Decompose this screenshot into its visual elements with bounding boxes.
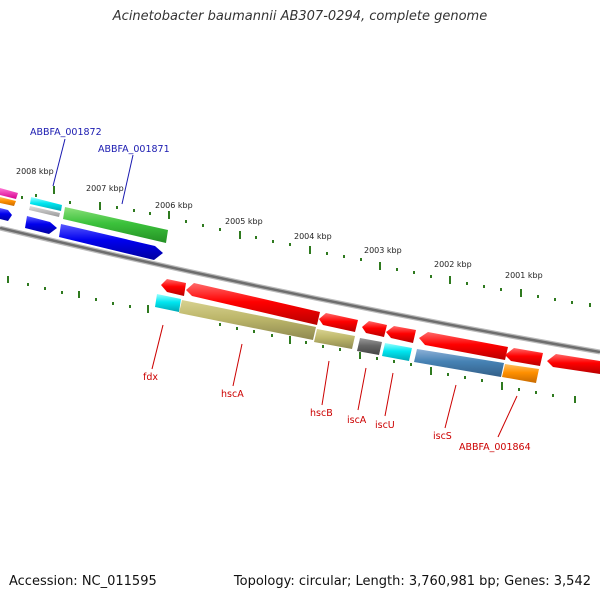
kbp-label: 2006 kbp bbox=[155, 201, 193, 210]
forward-gene-labels: ABBFA_001872 ABBFA_001871 bbox=[30, 127, 170, 205]
gene-feature[interactable] bbox=[547, 354, 600, 374]
gene-feature[interactable] bbox=[382, 343, 412, 361]
forward-features bbox=[0, 188, 168, 260]
reverse-features bbox=[155, 279, 600, 383]
gene-label[interactable]: hscA bbox=[221, 389, 244, 400]
leader-line bbox=[232, 343, 243, 387]
gene-feature[interactable] bbox=[186, 283, 320, 325]
genome-summary-text: Topology: circular; Length: 3,760,981 bp… bbox=[233, 574, 591, 589]
gene-feature[interactable] bbox=[505, 348, 543, 366]
leader-line bbox=[497, 395, 518, 438]
gene-feature[interactable] bbox=[419, 332, 508, 360]
gene-feature[interactable] bbox=[319, 313, 358, 332]
leader-line bbox=[384, 372, 394, 417]
gene-feature[interactable] bbox=[30, 197, 62, 211]
gene-feature[interactable] bbox=[59, 224, 163, 260]
leader-line bbox=[121, 154, 134, 205]
gene-feature[interactable] bbox=[314, 329, 355, 349]
gene-feature[interactable] bbox=[63, 207, 168, 243]
kbp-label: 2005 kbp bbox=[225, 217, 263, 226]
accession-text: Accession: NC_011595 bbox=[9, 574, 157, 589]
gene-feature[interactable] bbox=[0, 208, 12, 221]
gene-label[interactable]: iscS bbox=[433, 431, 452, 442]
gene-feature[interactable] bbox=[25, 216, 57, 234]
gene-feature[interactable] bbox=[386, 326, 416, 343]
gene-feature[interactable] bbox=[29, 206, 60, 217]
gene-feature[interactable] bbox=[0, 197, 16, 206]
kbp-label: 2003 kbp bbox=[364, 246, 402, 255]
kbp-label: 2001 kbp bbox=[505, 271, 543, 280]
leader-line bbox=[357, 367, 367, 411]
gene-label[interactable]: ABBFA_001871 bbox=[98, 144, 170, 155]
kbp-label: 2004 kbp bbox=[294, 232, 332, 241]
reverse-gene-labels: fdx hscA hscB iscA iscU iscS ABBFA_00186… bbox=[143, 324, 531, 453]
gene-feature[interactable] bbox=[414, 349, 504, 377]
gene-label[interactable]: ABBFA_001864 bbox=[459, 442, 531, 453]
leader-line bbox=[444, 384, 457, 429]
gene-feature[interactable] bbox=[357, 338, 382, 355]
gene-label[interactable]: iscA bbox=[347, 415, 367, 426]
kbp-label: 2008 kbp bbox=[16, 167, 54, 176]
gene-feature[interactable] bbox=[161, 279, 186, 296]
gene-label[interactable]: hscB bbox=[310, 408, 333, 419]
kbp-label: 2002 kbp bbox=[434, 260, 472, 269]
gene-feature[interactable] bbox=[155, 294, 181, 312]
leader-line bbox=[321, 360, 330, 406]
leader-line bbox=[151, 324, 164, 370]
gene-feature[interactable] bbox=[179, 300, 316, 340]
gene-label[interactable]: iscU bbox=[375, 420, 395, 431]
map-title: Acinetobacter baumannii AB307-0294, comp… bbox=[112, 9, 488, 24]
genome-backbone-core bbox=[0, 226, 600, 354]
gene-feature[interactable] bbox=[0, 188, 18, 199]
reverse-tick-ring bbox=[7, 276, 576, 403]
gene-label[interactable]: fdx bbox=[143, 372, 158, 383]
gene-feature[interactable] bbox=[362, 321, 387, 337]
leader-line bbox=[52, 138, 66, 187]
forward-tick-ring bbox=[5, 186, 591, 307]
kbp-label: 2007 kbp bbox=[86, 184, 124, 193]
gene-label[interactable]: ABBFA_001872 bbox=[30, 127, 102, 138]
gene-feature[interactable] bbox=[502, 364, 539, 383]
